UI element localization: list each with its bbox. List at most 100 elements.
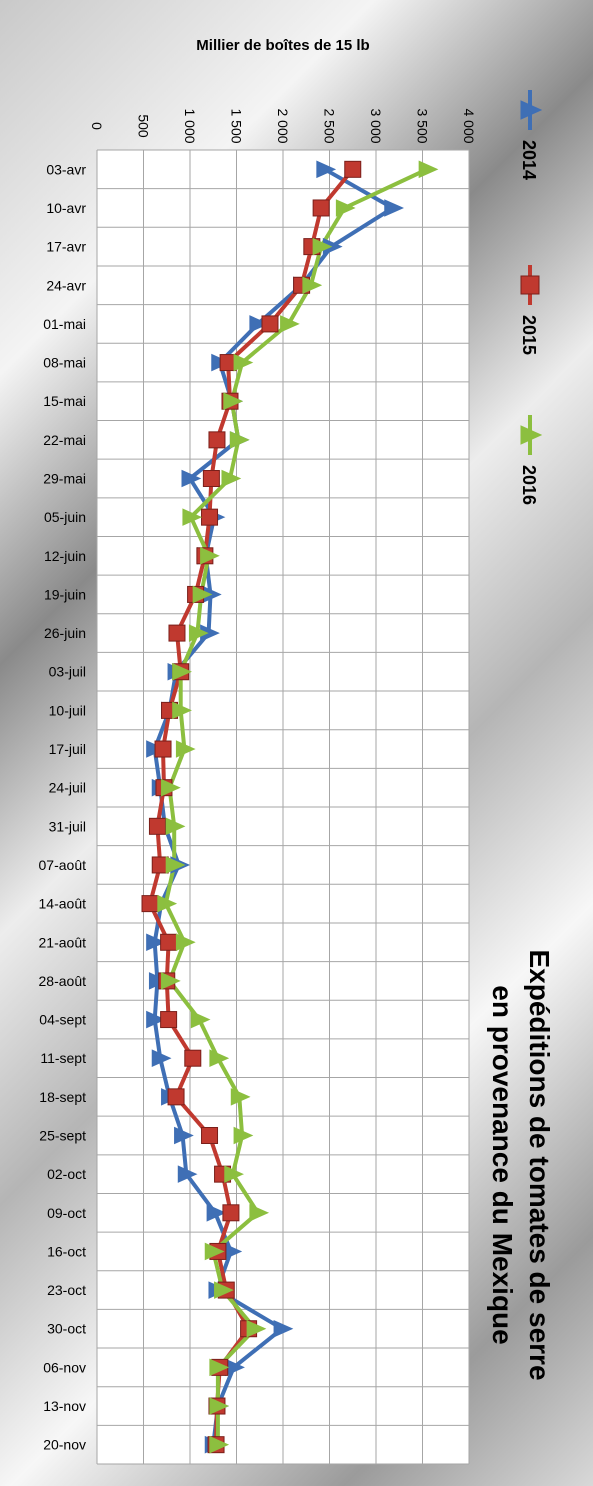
data-point-marker [344, 160, 362, 178]
data-point-marker [175, 740, 196, 758]
data-point-marker [172, 662, 192, 681]
value-axis-label: Millier de boîtes de 15 lb [196, 37, 369, 54]
data-point-marker [174, 1126, 194, 1145]
category-tick-label: 25-sept [39, 1128, 86, 1144]
value-tick-label: 3 000 [368, 108, 384, 143]
data-point-marker [214, 1281, 234, 1299]
category-tick-label: 09-oct [47, 1205, 86, 1221]
category-tick-label: 17-avr [46, 239, 86, 255]
category-tick-label: 28-août [39, 973, 87, 989]
category-tick-label: 24-avr [46, 277, 86, 293]
data-point-marker [302, 276, 323, 295]
value-tick-label: 4 000 [461, 108, 477, 143]
category-tick-label: 23-oct [47, 1282, 86, 1298]
data-point-marker [249, 1204, 270, 1222]
category-tick-label: 05-juin [44, 509, 86, 525]
category-tick-label: 08-mai [43, 355, 86, 371]
category-tick-label: 16-oct [47, 1243, 86, 1259]
category-tick-label: 06-nov [43, 1359, 86, 1375]
data-point-marker [201, 1127, 219, 1144]
data-point-marker [316, 160, 337, 179]
data-point-marker [167, 1088, 185, 1106]
data-point-marker [233, 1126, 254, 1145]
data-point-marker [200, 547, 220, 565]
category-tick-label: 20-nov [43, 1437, 86, 1453]
category-tick-label: 04-sept [39, 1012, 86, 1028]
data-point-marker [190, 1010, 211, 1029]
data-point-marker [157, 894, 178, 913]
data-point-marker [222, 1204, 240, 1222]
data-point-marker [209, 1397, 230, 1415]
value-tick-label: 1 000 [182, 108, 198, 143]
data-point-marker [165, 817, 186, 836]
category-tick-label: 29-mai [43, 471, 86, 487]
data-point-marker [233, 353, 254, 372]
data-point-marker [221, 469, 242, 488]
category-tick-label: 11-sept [40, 1050, 86, 1066]
category-tick-label: 13-nov [43, 1398, 86, 1414]
category-tick-label: 14-août [39, 896, 87, 912]
data-point-marker [177, 1165, 198, 1183]
legend-label-2015: 2015 [519, 315, 539, 355]
data-point-marker [312, 237, 333, 256]
data-point-marker [172, 701, 192, 720]
value-tick-label: 2 500 [322, 108, 338, 143]
data-point-marker [141, 895, 159, 913]
data-point-marker [175, 933, 196, 952]
data-point-marker [161, 778, 181, 797]
value-tick-label: 2 000 [275, 108, 291, 143]
series-markers [141, 160, 439, 1454]
data-point-marker [520, 425, 543, 445]
value-axis-ticks: 0 500 1 000 1 500 2 000 2 500 3 000 3 500 4 000 [89, 108, 477, 143]
series-lines [148, 167, 428, 1445]
chart-title-line-2: en provenance du Mexique [487, 985, 518, 1344]
category-tick-label: 03-juil [49, 664, 86, 680]
data-point-marker [223, 392, 244, 410]
data-point-marker [224, 1165, 245, 1183]
data-point-marker [520, 275, 540, 295]
data-point-marker [229, 431, 250, 449]
category-tick-label: 02-oct [47, 1166, 86, 1182]
category-tick-label: 10-avr [46, 200, 86, 216]
legend: 2014 2015 2016 [519, 90, 543, 505]
data-point-marker [208, 431, 226, 449]
category-tick-label: 03-avr [46, 161, 86, 177]
data-point-marker [165, 856, 186, 874]
data-point-marker [182, 508, 203, 526]
data-point-marker [261, 315, 279, 333]
data-point-marker [280, 315, 300, 333]
data-point-marker [246, 1319, 267, 1338]
data-point-marker [230, 1088, 251, 1106]
category-tick-label: 22-mai [43, 432, 86, 448]
value-tick-label: 0 [89, 122, 105, 130]
series-line-2016 [163, 167, 428, 1445]
data-point-marker [151, 1049, 172, 1067]
data-point-marker [418, 160, 439, 179]
grid [96, 149, 470, 1465]
category-tick-label: 15-mai [43, 393, 86, 409]
chart-title-line-1: Expéditions de tomates de serre [524, 949, 555, 1380]
category-tick-label: 21-août [39, 934, 87, 950]
legend-label-2014: 2014 [519, 140, 539, 180]
legend-label-2016: 2016 [519, 465, 539, 505]
category-axis-ticks: 03-avr 10-avr 17-avr 24-avr 01-mai 08-mai 15-m… [39, 161, 87, 1452]
data-point-marker [206, 1204, 227, 1222]
data-point-marker [384, 199, 404, 217]
data-point-marker [335, 199, 356, 217]
data-point-marker [273, 1319, 294, 1338]
category-tick-label: 17-juil [49, 741, 86, 757]
value-tick-label: 500 [136, 114, 152, 138]
data-point-marker [209, 1358, 230, 1377]
data-point-marker [520, 100, 543, 120]
data-point-marker [202, 470, 220, 487]
data-point-marker [154, 740, 172, 758]
category-tick-label: 30-oct [47, 1321, 86, 1337]
data-point-marker [184, 1049, 202, 1067]
data-point-marker [168, 624, 186, 642]
category-tick-label: 10-juil [49, 702, 86, 718]
category-tick-label: 26-juin [44, 625, 86, 641]
data-point-marker [312, 199, 330, 217]
category-tick-label: 12-juin [44, 548, 86, 564]
category-tick-label: 01-mai [43, 316, 86, 332]
